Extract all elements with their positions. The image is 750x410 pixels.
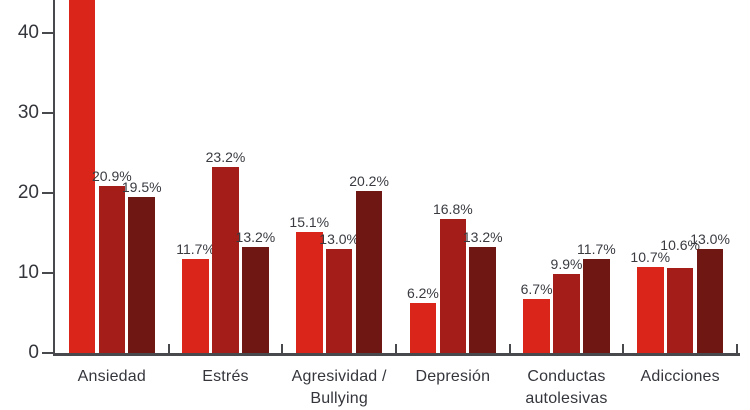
- bar: [128, 196, 155, 353]
- bar: [182, 259, 209, 353]
- bar: [212, 167, 239, 353]
- y-tick: [42, 271, 53, 274]
- category-label: Estrés: [202, 368, 249, 385]
- bar-value-label: 20.9%: [91, 167, 132, 184]
- bar-value-label: 16.8%: [432, 200, 473, 217]
- bar-value-label: 10.7%: [630, 249, 671, 266]
- bar: [553, 273, 580, 353]
- y-tick-label: 20: [17, 181, 39, 203]
- bar: [583, 259, 610, 353]
- category-label: Adicciones: [640, 368, 720, 385]
- bar-value-label: 13.0%: [319, 230, 360, 247]
- bar: [439, 218, 467, 353]
- x-tick: [508, 344, 511, 353]
- y-tick: [42, 111, 53, 114]
- bar-value-label: 9.9%: [550, 255, 583, 272]
- bar-value-label: 13.0%: [690, 230, 730, 247]
- y-tick-label: 10: [17, 261, 39, 283]
- bar-value-label: 6.2%: [406, 285, 439, 302]
- bar-value-label: 10.6%: [660, 237, 701, 254]
- x-axis-line: [53, 353, 740, 356]
- bar: [325, 248, 353, 353]
- bar-value-label: 20.2%: [349, 173, 389, 190]
- y-tick-label: 0: [28, 342, 39, 363]
- y-tick: [42, 31, 53, 34]
- bar-value-label: 11.7%: [577, 241, 616, 258]
- x-tick: [736, 344, 738, 353]
- bar-value-label: 19.5%: [121, 178, 162, 195]
- bar: [296, 232, 323, 353]
- bar-value-label: 13.2%: [235, 229, 276, 246]
- bar-value-label: 6.7%: [520, 281, 553, 298]
- bar: [523, 299, 550, 353]
- y-tick: [42, 352, 53, 354]
- bar: [666, 268, 694, 353]
- category-label: Ansiedad: [77, 368, 146, 385]
- bar-value-label: 11.7%: [176, 241, 215, 258]
- bar-value-label: 13.2%: [462, 229, 503, 246]
- bar: [242, 247, 269, 353]
- bar: [355, 191, 383, 353]
- bar: [98, 185, 126, 353]
- category-label: Conductas autolesivas: [525, 368, 608, 407]
- x-tick: [395, 344, 397, 353]
- y-axis-line: [53, 0, 55, 356]
- bar: [409, 303, 437, 353]
- category-label: Depresión: [415, 368, 491, 385]
- category-label: Agresividad / Bullying: [291, 368, 387, 407]
- x-tick: [167, 344, 170, 353]
- bar: [637, 267, 664, 353]
- x-tick: [622, 344, 625, 353]
- y-tick-label: 30: [17, 101, 39, 123]
- y-tick-label: 40: [17, 21, 39, 43]
- bar-value-label: 15.1%: [289, 214, 330, 231]
- bar: [469, 247, 496, 353]
- y-tick: [42, 191, 53, 194]
- bar-value-label: 23.2%: [205, 149, 246, 166]
- bar: [696, 248, 724, 353]
- x-tick: [281, 344, 284, 353]
- bar: [68, 0, 96, 353]
